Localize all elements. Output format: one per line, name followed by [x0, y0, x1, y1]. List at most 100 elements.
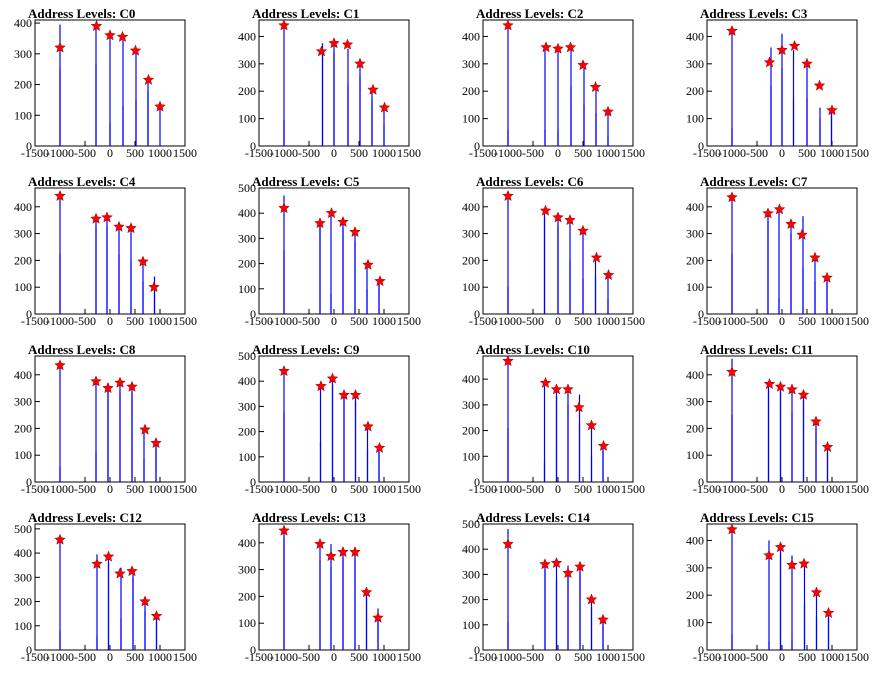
- star-marker: [726, 365, 738, 378]
- x-tick-label: -1000: [494, 650, 522, 664]
- star-marker: [763, 377, 776, 390]
- x-tick-label: 0: [779, 482, 785, 496]
- y-tick-label: 0: [26, 643, 32, 657]
- star-marker: [314, 217, 326, 229]
- chart-title: Address Levels: C12: [28, 510, 142, 525]
- star-marker: [360, 586, 373, 598]
- star-marker: [126, 565, 138, 577]
- x-tick-label: -500: [298, 146, 320, 160]
- star-marker: [763, 549, 775, 561]
- x-tick-label: 500: [798, 650, 816, 664]
- x-tick-label: 1000: [596, 146, 620, 160]
- star-marker: [278, 524, 290, 536]
- y-tick-label: 300: [238, 399, 256, 413]
- star-marker: [809, 251, 821, 263]
- star-marker: [54, 533, 66, 545]
- star-marker: [539, 558, 551, 570]
- star-marker: [349, 388, 362, 401]
- star-marker: [374, 275, 386, 287]
- y-tick-label: 300: [686, 561, 704, 575]
- y-tick-label: 200: [238, 257, 256, 271]
- x-tick-label: 0: [555, 650, 561, 664]
- star-marker: [763, 56, 776, 68]
- star-marker: [589, 80, 602, 93]
- star-marker: [125, 222, 137, 234]
- y-tick-label: 400: [686, 200, 704, 214]
- star-marker: [354, 57, 366, 69]
- x-tick-label: 500: [798, 314, 816, 328]
- plot-frame: [706, 187, 858, 315]
- y-tick-label: 400: [462, 542, 480, 556]
- y-tick-label: 100: [14, 280, 32, 294]
- x-tick-label: -1000: [46, 650, 74, 664]
- x-tick-label: -500: [74, 146, 96, 160]
- star-marker: [797, 388, 810, 400]
- star-marker: [774, 380, 787, 392]
- x-tick-label: 500: [574, 650, 592, 664]
- star-marker: [550, 383, 563, 395]
- y-tick-label: 200: [462, 84, 480, 98]
- y-tick-label: 300: [686, 57, 704, 71]
- panel-6: Address Levels: C6 0 100 200 300 400 -1500-100…: [462, 174, 645, 328]
- star-marker: [101, 211, 113, 223]
- y-tick-label: 200: [462, 593, 480, 607]
- star-marker: [502, 538, 514, 550]
- panel-8: Address Levels: C8 0 100 200 300 400 -1500-100…: [14, 342, 197, 496]
- x-tick-label: -1500: [245, 482, 273, 496]
- x-tick-label: 0: [555, 146, 561, 160]
- x-tick-label: -500: [298, 314, 320, 328]
- star-marker: [142, 73, 155, 85]
- star-marker: [810, 586, 823, 598]
- x-tick-label: 1000: [148, 146, 172, 160]
- plot-frame: [258, 523, 410, 651]
- y-tick-label: 200: [686, 253, 704, 267]
- star-marker: [552, 211, 564, 223]
- star-marker: [337, 545, 349, 558]
- y-tick-label: 400: [14, 200, 32, 214]
- star-marker: [590, 251, 603, 263]
- x-tick-label: 500: [126, 146, 144, 160]
- star-marker: [113, 220, 125, 232]
- x-tick-label: -1500: [469, 146, 497, 160]
- x-tick-label: -1000: [46, 482, 74, 496]
- star-marker: [314, 537, 326, 550]
- chart-title: Address Levels: C15: [700, 510, 814, 525]
- y-tick-label: 300: [686, 227, 704, 241]
- star-marker: [550, 556, 563, 569]
- chart-title: Address Levels: C0: [28, 6, 135, 21]
- x-tick-label: 1500: [397, 650, 421, 664]
- x-tick-label: -500: [298, 482, 320, 496]
- x-tick-label: -1000: [494, 146, 522, 160]
- x-tick-label: -1500: [469, 482, 497, 496]
- x-tick-label: 0: [331, 650, 337, 664]
- star-marker: [801, 57, 813, 69]
- star-marker: [577, 59, 589, 71]
- y-tick-label: 0: [250, 139, 256, 153]
- star-marker: [564, 41, 577, 53]
- star-marker: [539, 376, 552, 388]
- y-tick-label: 0: [250, 643, 256, 657]
- y-tick-label: 400: [14, 546, 32, 560]
- y-tick-label: 400: [238, 374, 256, 388]
- panel-9: Address Levels: C90100200300400500-1500-…: [238, 342, 421, 496]
- chart-title: Address Levels: C8: [28, 342, 136, 357]
- chart-title: Address Levels: C1: [252, 6, 359, 21]
- star-marker: [102, 382, 114, 394]
- x-tick-label: -500: [298, 650, 320, 664]
- x-tick-label: 0: [331, 314, 337, 328]
- star-marker: [574, 560, 586, 572]
- star-marker: [378, 101, 391, 113]
- x-tick-label: -1500: [693, 482, 721, 496]
- star-marker: [349, 545, 361, 558]
- y-tick-label: 500: [238, 349, 256, 363]
- y-tick-label: 0: [474, 643, 480, 657]
- y-tick-label: 500: [462, 517, 480, 531]
- y-tick-label: 100: [686, 112, 704, 126]
- x-tick-label: 1000: [820, 650, 844, 664]
- y-tick-label: 0: [474, 139, 480, 153]
- y-tick-label: 100: [14, 448, 32, 462]
- y-tick-label: 400: [238, 206, 256, 220]
- chart-title: Address Levels: C11: [700, 342, 813, 357]
- star-marker: [341, 38, 354, 50]
- star-marker: [573, 401, 585, 413]
